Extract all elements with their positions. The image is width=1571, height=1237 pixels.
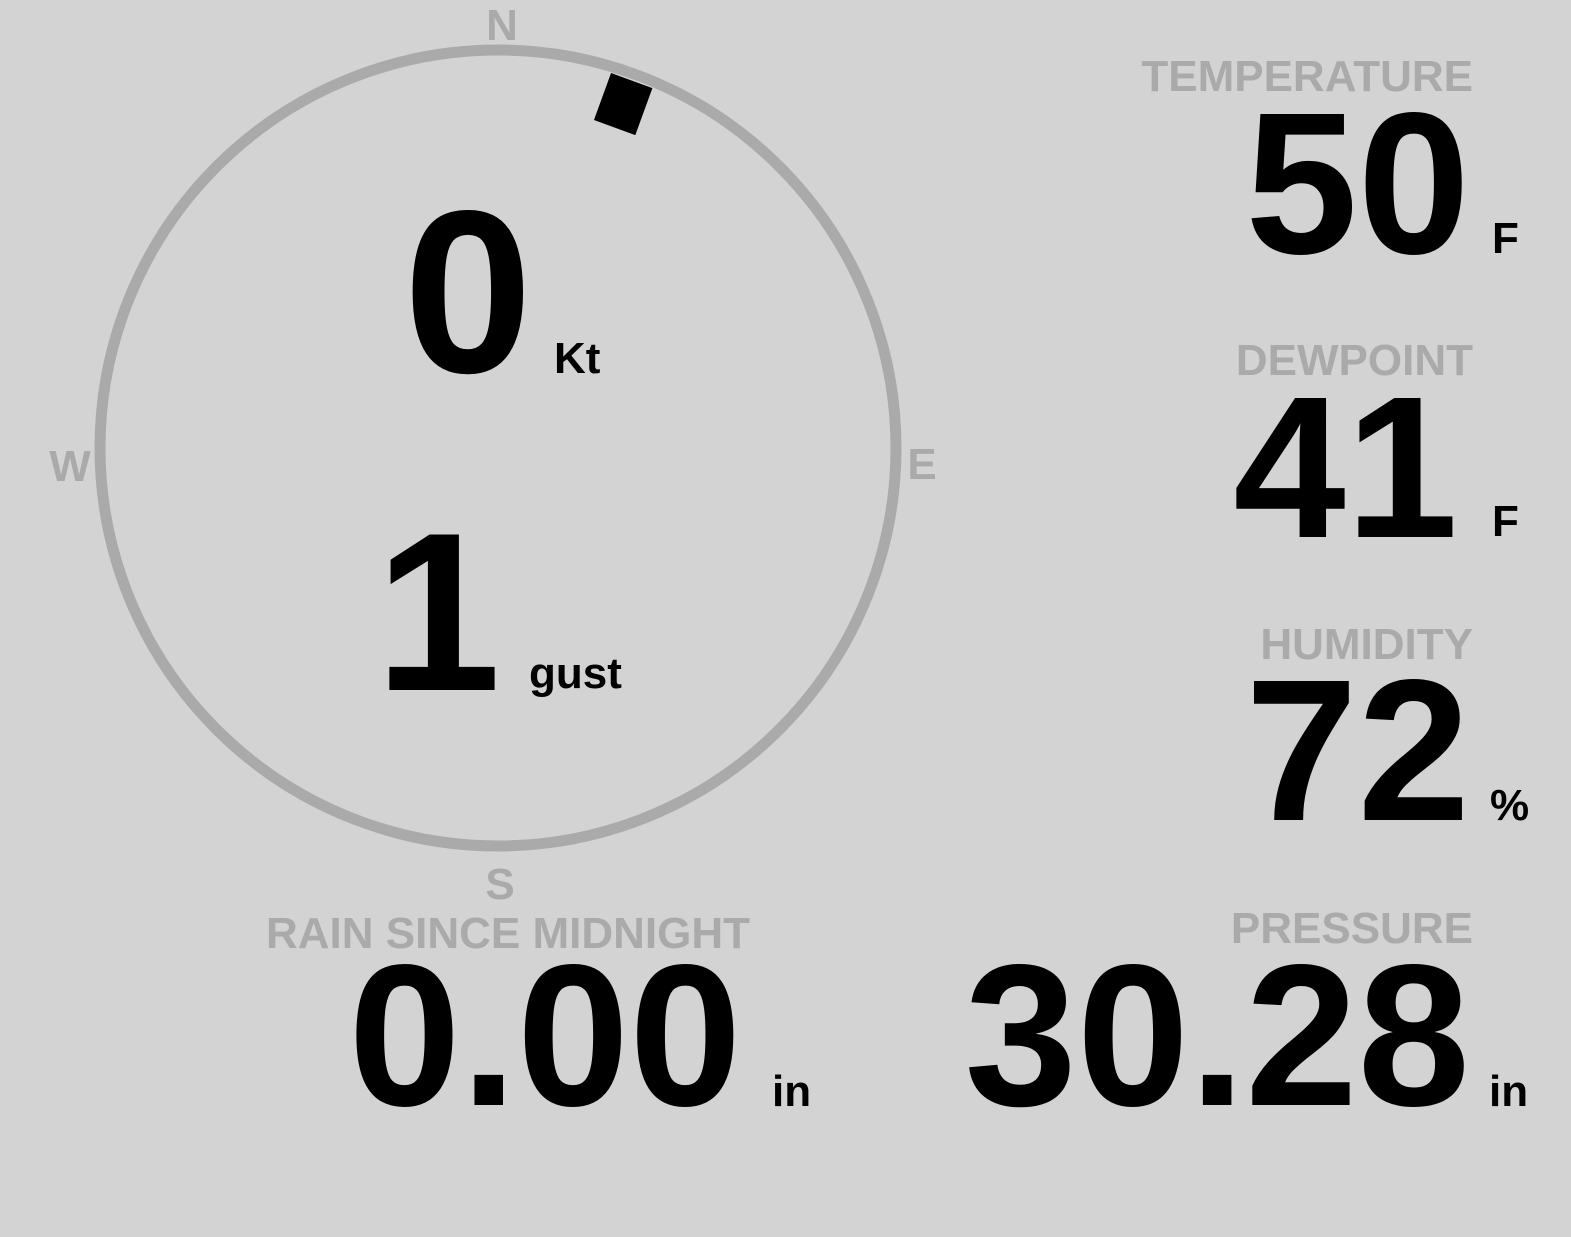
temperature-label: TEMPERATURE	[1141, 52, 1473, 101]
temperature-unit: F	[1492, 214, 1519, 263]
humidity-label: HUMIDITY	[1260, 620, 1473, 669]
wind-speed-value: 0	[403, 163, 532, 422]
temperature-value: 50	[1245, 70, 1470, 296]
wind-gust-value: 1	[375, 485, 501, 738]
compass-ring	[94, 44, 902, 852]
temperature-panel: TEMPERATURE 50 F	[1141, 52, 1519, 296]
pressure-unit: in	[1489, 1067, 1528, 1116]
wind-direction-marker	[593, 73, 653, 136]
humidity-unit: %	[1490, 781, 1529, 830]
pressure-panel: PRESSURE 30.28 in	[965, 904, 1529, 1148]
rain-label: RAIN SINCE MIDNIGHT	[266, 909, 750, 958]
pressure-label: PRESSURE	[1231, 904, 1473, 953]
compass-north: N	[486, 1, 518, 50]
dewpoint-value: 41	[1233, 354, 1458, 580]
rain-panel: RAIN SINCE MIDNIGHT 0.00 in	[266, 909, 811, 1148]
wind-compass: N E S W 0 Kt 1 gust	[49, 1, 936, 909]
compass-south: S	[485, 860, 514, 909]
rain-value: 0.00	[348, 922, 741, 1148]
humidity-panel: HUMIDITY 72 %	[1245, 620, 1529, 863]
wind-speed-unit: Kt	[554, 334, 601, 383]
dewpoint-label: DEWPOINT	[1236, 336, 1473, 385]
dewpoint-unit: F	[1492, 497, 1519, 546]
pressure-value: 30.28	[965, 922, 1471, 1148]
wind-gust-label: gust	[529, 649, 622, 698]
rain-unit: in	[772, 1067, 811, 1116]
compass-east: E	[907, 440, 936, 489]
humidity-value: 72	[1245, 637, 1470, 863]
compass-west: W	[49, 442, 91, 491]
dewpoint-panel: DEWPOINT 41 F	[1233, 336, 1519, 580]
